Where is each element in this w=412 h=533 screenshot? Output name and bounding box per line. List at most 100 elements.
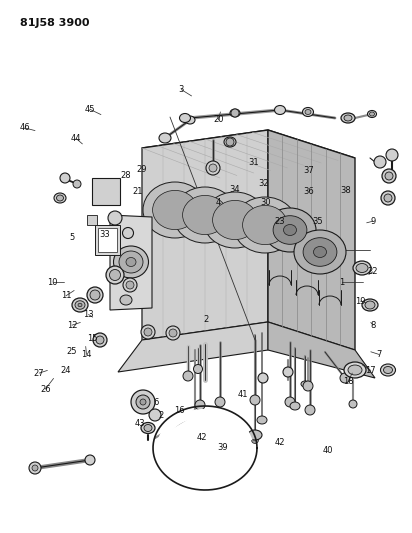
Text: 36: 36: [304, 188, 314, 196]
Text: 22: 22: [368, 268, 378, 276]
Circle shape: [85, 455, 95, 465]
Text: 42: 42: [197, 433, 207, 441]
Circle shape: [106, 266, 124, 284]
Polygon shape: [92, 178, 120, 205]
Circle shape: [131, 390, 155, 414]
Circle shape: [382, 169, 396, 183]
Polygon shape: [142, 130, 355, 178]
Text: 14: 14: [81, 350, 92, 359]
Text: 24: 24: [61, 366, 71, 375]
Circle shape: [206, 161, 220, 175]
Text: 18: 18: [343, 377, 353, 385]
Circle shape: [303, 381, 313, 391]
Text: 26: 26: [40, 385, 51, 393]
Ellipse shape: [353, 261, 371, 275]
Text: 39: 39: [217, 443, 228, 452]
Text: 37: 37: [304, 166, 314, 175]
Ellipse shape: [75, 301, 85, 309]
Ellipse shape: [78, 303, 82, 307]
Circle shape: [123, 278, 137, 292]
Circle shape: [285, 397, 295, 407]
Ellipse shape: [56, 195, 63, 201]
Polygon shape: [87, 215, 97, 225]
Ellipse shape: [370, 112, 375, 116]
Circle shape: [251, 437, 258, 443]
Polygon shape: [95, 225, 120, 255]
Text: 11: 11: [61, 292, 71, 300]
Circle shape: [258, 373, 268, 383]
Ellipse shape: [224, 137, 236, 147]
Circle shape: [374, 156, 386, 168]
Circle shape: [93, 333, 107, 347]
Text: 5: 5: [70, 233, 75, 241]
Circle shape: [90, 290, 100, 300]
Ellipse shape: [274, 106, 286, 115]
Ellipse shape: [248, 430, 262, 440]
Circle shape: [340, 373, 350, 383]
Circle shape: [110, 270, 120, 280]
Circle shape: [122, 228, 133, 238]
Circle shape: [73, 180, 81, 188]
Ellipse shape: [344, 115, 352, 121]
Ellipse shape: [119, 251, 143, 273]
Text: 19: 19: [355, 297, 366, 305]
Ellipse shape: [290, 402, 300, 410]
Text: 40: 40: [322, 446, 333, 455]
Ellipse shape: [368, 110, 377, 117]
Circle shape: [169, 329, 177, 337]
Ellipse shape: [381, 364, 396, 376]
Ellipse shape: [257, 416, 267, 424]
Text: 10: 10: [47, 278, 58, 287]
Text: 43: 43: [135, 419, 145, 428]
Text: 25: 25: [67, 348, 77, 356]
Circle shape: [183, 371, 193, 381]
Circle shape: [108, 211, 122, 225]
Ellipse shape: [141, 423, 155, 433]
Text: 38: 38: [341, 187, 351, 195]
Circle shape: [226, 138, 234, 146]
Ellipse shape: [273, 216, 307, 244]
Circle shape: [144, 328, 152, 336]
Text: 44: 44: [71, 134, 82, 143]
Ellipse shape: [233, 197, 297, 253]
Text: 28: 28: [120, 172, 131, 180]
Text: 8: 8: [370, 321, 376, 329]
Ellipse shape: [264, 208, 316, 252]
Circle shape: [386, 149, 398, 161]
Ellipse shape: [283, 224, 297, 236]
Polygon shape: [268, 322, 375, 378]
Ellipse shape: [314, 246, 326, 257]
Ellipse shape: [213, 200, 258, 240]
Ellipse shape: [183, 196, 227, 235]
Circle shape: [381, 191, 395, 205]
Circle shape: [194, 365, 203, 374]
Circle shape: [166, 326, 180, 340]
Text: 30: 30: [260, 198, 271, 207]
Polygon shape: [118, 322, 268, 372]
Ellipse shape: [230, 109, 240, 117]
Circle shape: [136, 395, 150, 409]
Ellipse shape: [144, 424, 152, 432]
Text: 41: 41: [238, 390, 248, 399]
Text: 6: 6: [154, 398, 159, 407]
Ellipse shape: [243, 205, 288, 245]
Text: 17: 17: [365, 366, 376, 375]
Text: 33: 33: [100, 230, 110, 239]
Ellipse shape: [348, 365, 362, 375]
Text: 34: 34: [229, 185, 240, 193]
Ellipse shape: [301, 381, 309, 387]
Circle shape: [87, 287, 103, 303]
Text: 13: 13: [83, 310, 94, 319]
Circle shape: [29, 462, 41, 474]
Ellipse shape: [305, 109, 311, 115]
Text: 9: 9: [370, 217, 375, 225]
Text: 15: 15: [87, 334, 98, 343]
Text: 81J58 3900: 81J58 3900: [20, 18, 89, 28]
Ellipse shape: [180, 114, 190, 123]
Circle shape: [32, 465, 38, 471]
Circle shape: [305, 405, 315, 415]
Circle shape: [385, 172, 393, 180]
Ellipse shape: [152, 190, 197, 230]
Text: 35: 35: [312, 217, 323, 225]
Text: 7: 7: [376, 350, 382, 359]
